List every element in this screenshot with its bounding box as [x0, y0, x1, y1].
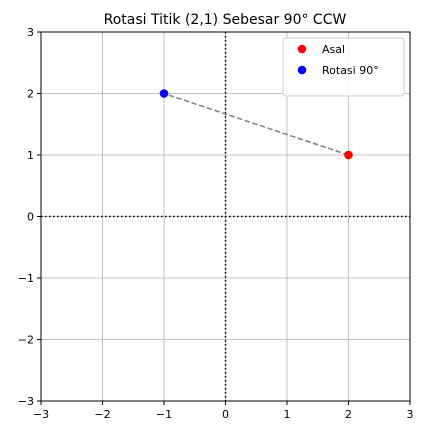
chart-title: Rotasi Titik (2,1) Sebesar 90° CCW	[104, 12, 347, 28]
y-tick-label-3: 0	[27, 211, 34, 224]
y-tick-label-5: 2	[27, 88, 34, 101]
y-tick-label-2: −1	[18, 272, 34, 285]
x-tick-label-0: −3	[33, 408, 49, 421]
axis-lines	[41, 32, 410, 401]
legend-marker-1	[297, 65, 307, 75]
legend-label-1: Rotasi 90°	[322, 64, 379, 77]
connector-group	[163, 92, 349, 156]
legend-label-0: Asal	[322, 43, 345, 56]
legend: Asal Rotasi 90°	[282, 37, 405, 97]
x-tick-label-3: 0	[222, 408, 229, 421]
points-group	[159, 89, 353, 160]
x-tick-label-2: −1	[156, 408, 172, 421]
point-series-1-0	[159, 89, 169, 98]
connector-line	[163, 92, 349, 156]
x-tick-label-6: 3	[407, 408, 414, 421]
point-series-0-0	[344, 150, 353, 160]
y-tick-label-1: −2	[18, 334, 34, 347]
y-tick-label-4: 1	[27, 149, 34, 162]
ticks-group: −3 −2 −1 0 1 2 3 −3 −2 −1 0 1 2 3	[18, 26, 414, 421]
x-tick-label-1: −2	[94, 408, 110, 421]
x-tick-label-4: 1	[284, 408, 291, 421]
x-tick-label-5: 2	[345, 408, 352, 421]
y-tick-label-0: −3	[18, 395, 34, 408]
y-tick-label-6: 3	[27, 26, 34, 39]
legend-marker-0	[297, 44, 307, 54]
legend-box	[282, 37, 405, 97]
